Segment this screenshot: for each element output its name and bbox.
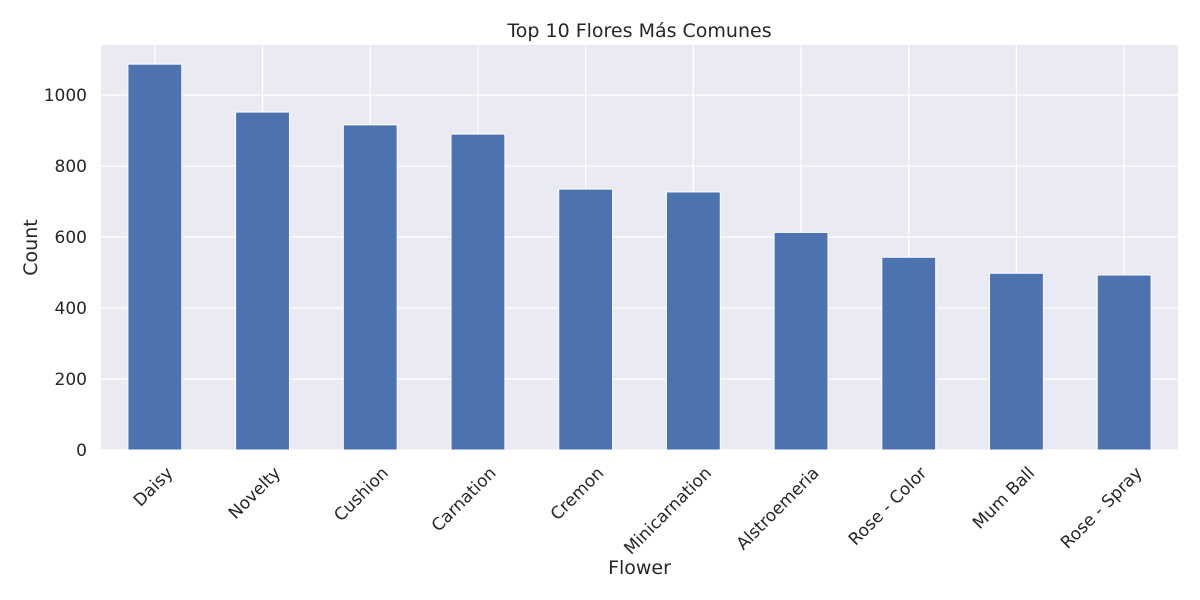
bar-novelty	[235, 111, 290, 451]
y-tick-label: 200	[55, 370, 87, 390]
y-tick-label: 600	[55, 228, 87, 248]
x-tick-label: Carnation	[428, 463, 501, 536]
x-tick-label: Mum Ball	[969, 463, 1039, 533]
bar-rose-spray	[1096, 274, 1152, 451]
y-axis-title: Count	[20, 219, 42, 275]
bar-minicarnation	[665, 191, 721, 451]
y-tick-labels: 0 200 400 600 800 1000	[44, 86, 87, 461]
x-axis-title: Flower	[608, 557, 671, 579]
bar-alstroemeria	[773, 231, 829, 451]
x-tick-labels: Daisy Novelty Cushion Carnation Cremon Minica…	[130, 463, 1147, 559]
x-tick-label: Rose - Color	[845, 463, 931, 549]
x-tick-label: Novelty	[225, 463, 285, 523]
bar-carnation	[450, 133, 506, 451]
x-tick-label: Alstroemeria	[733, 463, 824, 554]
y-tick-label: 1000	[44, 86, 87, 106]
y-tick-label: 400	[55, 299, 87, 319]
bar-mum-ball	[989, 272, 1044, 451]
chart-title: Top 10 Flores Más Comunes	[506, 20, 771, 42]
x-tick-label: Minicarnation	[620, 463, 716, 559]
y-tick-label: 800	[55, 157, 87, 177]
bar-rose-color	[881, 256, 937, 451]
bar-cushion	[342, 124, 398, 451]
x-tick-label: Daisy	[130, 463, 177, 510]
bar-layer	[127, 63, 1152, 451]
y-tick-label: 0	[76, 441, 87, 461]
x-tick-label: Cremon	[547, 463, 608, 524]
x-tick-label: Rose - Spray	[1057, 463, 1147, 553]
bar-daisy	[127, 63, 183, 451]
bar-cremon	[558, 188, 614, 451]
x-tick-label: Cushion	[330, 463, 392, 525]
